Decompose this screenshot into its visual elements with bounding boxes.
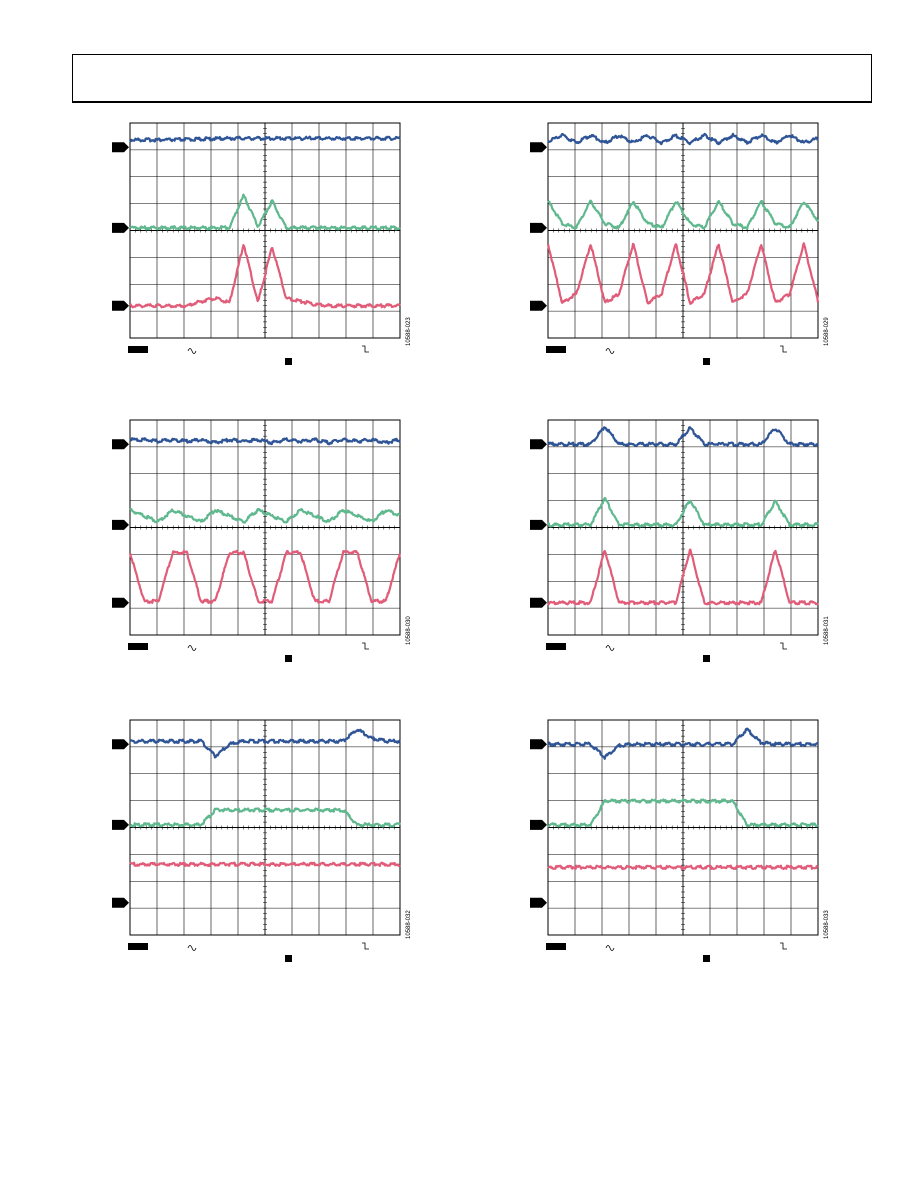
trigger-position-marker <box>703 358 710 365</box>
channel-marker <box>112 439 129 450</box>
figure-id: 10588-032 <box>406 910 412 939</box>
trigger-edge-icon <box>780 642 787 650</box>
trigger-position-marker <box>703 955 710 962</box>
figure-id: 10588-030 <box>406 616 412 645</box>
channel-badge <box>128 346 148 353</box>
trace-red <box>547 864 819 870</box>
channel-marker <box>530 222 547 233</box>
channel-marker <box>530 439 547 450</box>
figure-id: 10588-029 <box>824 317 830 346</box>
channel-marker <box>112 519 129 530</box>
trace-blue <box>547 426 819 447</box>
channel-marker <box>112 597 129 608</box>
trace-red <box>546 242 820 305</box>
channel-marker <box>112 300 129 311</box>
trace-green <box>547 199 819 231</box>
trace-green <box>547 496 819 528</box>
scope-plot-023: 10588-023 <box>110 118 412 378</box>
channel-marker <box>530 739 547 750</box>
channel-badge <box>128 643 148 650</box>
channel-marker <box>530 597 547 608</box>
channel-marker <box>112 897 129 908</box>
trace-red <box>128 549 402 604</box>
channel-marker <box>112 142 129 153</box>
scope-plot-svg <box>112 122 401 365</box>
coupling-icon <box>605 645 615 651</box>
coupling-icon <box>605 945 615 951</box>
scope-plot-svg <box>530 719 819 962</box>
trace-blue <box>129 728 401 759</box>
channel-marker <box>530 819 547 830</box>
trace-red <box>129 861 401 867</box>
coupling-icon <box>605 348 615 354</box>
trace-green <box>129 807 402 828</box>
channel-badge <box>128 943 148 950</box>
coupling-icon <box>187 348 197 354</box>
trace-blue <box>129 135 401 143</box>
figure-id: 10588-023 <box>406 317 412 346</box>
figure-id: 10588-031 <box>824 616 830 645</box>
trigger-edge-icon <box>362 642 369 650</box>
scope-plot-svg <box>530 419 819 662</box>
scope-plot-029: 10588-029 <box>528 118 830 378</box>
scope-plot-svg <box>112 419 402 662</box>
scope-plot-svg <box>530 122 820 365</box>
channel-badge <box>546 643 566 650</box>
trigger-position-marker <box>703 655 710 662</box>
trigger-edge-icon <box>780 942 787 950</box>
trigger-edge-icon <box>362 942 369 950</box>
scope-plot-032: 10588-032 <box>110 715 412 975</box>
channel-marker <box>112 222 129 233</box>
channel-marker <box>530 300 547 311</box>
trace-red <box>129 243 401 309</box>
channel-marker <box>530 897 547 908</box>
channel-marker <box>530 142 547 153</box>
trace-blue <box>547 132 819 146</box>
scope-plot-033: 10588-033 <box>528 715 830 975</box>
channel-badge <box>546 943 566 950</box>
trace-green <box>129 507 401 524</box>
trace-green <box>129 193 401 231</box>
coupling-icon <box>187 645 197 651</box>
trigger-edge-icon <box>780 345 787 353</box>
coupling-icon <box>187 945 197 951</box>
channel-marker <box>112 819 129 830</box>
trigger-position-marker <box>285 955 292 962</box>
channel-marker <box>530 519 547 530</box>
trigger-edge-icon <box>362 345 369 353</box>
page-header-box <box>72 54 872 103</box>
scope-plot-031: 10588-031 <box>528 415 830 675</box>
scope-plot-030: 10588-030 <box>110 415 412 675</box>
trace-red <box>547 548 819 606</box>
scope-plot-svg <box>112 719 402 962</box>
trace-green <box>547 798 819 828</box>
trace-blue <box>547 727 819 760</box>
figure-id: 10588-033 <box>824 910 830 939</box>
trigger-position-marker <box>285 655 292 662</box>
channel-marker <box>112 739 129 750</box>
channel-badge <box>546 346 566 353</box>
trigger-position-marker <box>285 358 292 365</box>
trace-blue <box>129 437 401 446</box>
